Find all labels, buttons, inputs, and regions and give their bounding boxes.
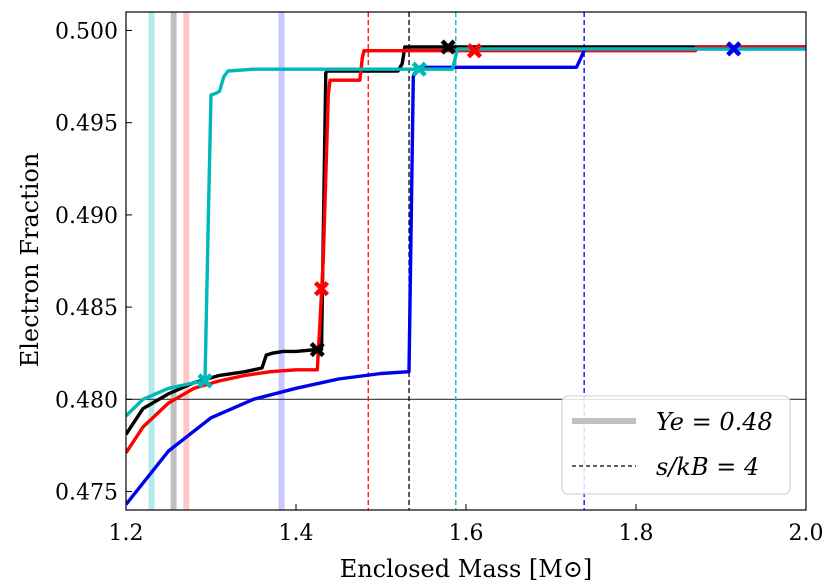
marker-cyan-5 bbox=[197, 373, 213, 389]
x-tick-label: 2.0 bbox=[789, 521, 824, 546]
marker-red-2 bbox=[313, 281, 330, 297]
series-line-red bbox=[126, 45, 806, 454]
marker-red-3 bbox=[466, 43, 483, 59]
y-tick-label: 0.490 bbox=[55, 204, 118, 229]
marker-layer bbox=[197, 39, 742, 389]
y-axis-title: Electron Fraction bbox=[16, 153, 44, 368]
series-line-black bbox=[126, 45, 806, 436]
marker-black-0 bbox=[309, 341, 325, 358]
y-tick-label: 0.480 bbox=[55, 388, 118, 413]
entropy-line-layer bbox=[367, 12, 585, 510]
y-tick-label: 0.475 bbox=[55, 481, 118, 506]
series-line-cyan bbox=[126, 47, 806, 418]
y-tick-label: 0.485 bbox=[55, 296, 118, 321]
legend-entropy-label: s/kB = 4 bbox=[656, 453, 759, 481]
legend: Ye = 0.48 s/kB = 4 bbox=[561, 395, 791, 495]
marker-black-1 bbox=[440, 39, 456, 55]
x-tick-label: 1.6 bbox=[449, 521, 484, 546]
x-tick-label: 1.4 bbox=[279, 521, 314, 546]
ticks-layer: 1.2 1.4 1.6 1.8 2.0 0.475 0.480 0.485 0.490 0.495… bbox=[55, 19, 823, 546]
x-axis-title: Enclosed Mass [M⊙] bbox=[340, 555, 593, 583]
marker-cyan-6 bbox=[411, 61, 427, 77]
ye-band-layer bbox=[148, 12, 285, 510]
x-tick-label: 1.8 bbox=[619, 521, 654, 546]
x-tick-label: 1.2 bbox=[109, 521, 144, 546]
y-tick-label: 0.500 bbox=[55, 19, 118, 44]
legend-ye-label: Ye = 0.48 bbox=[656, 408, 773, 436]
marker-blue-4 bbox=[726, 41, 742, 57]
y-tick-label: 0.495 bbox=[55, 112, 118, 137]
